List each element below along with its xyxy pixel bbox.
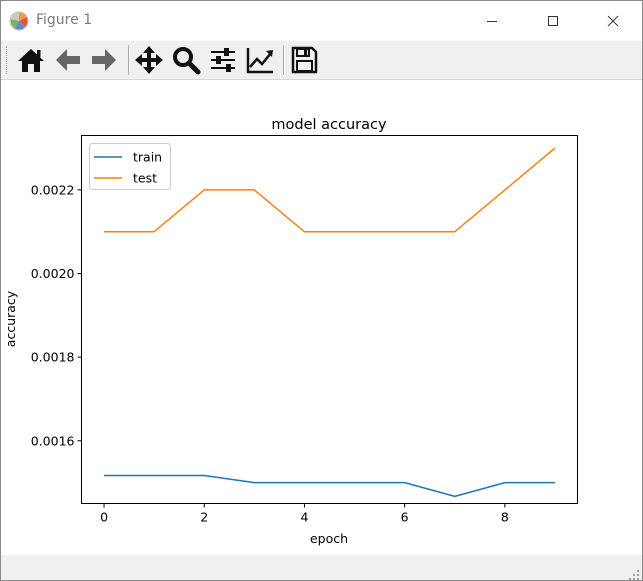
y-tick-label: 0.0020 [31, 266, 75, 281]
navigation-toolbar [1, 41, 642, 80]
toolbar-separator [128, 45, 130, 75]
y-tick-label: 0.0018 [31, 350, 75, 365]
maximize-icon [548, 16, 558, 26]
x-axis-label: epoch [310, 531, 348, 546]
y-tick-label: 0.0016 [31, 433, 75, 448]
legend-label-train: train [133, 150, 162, 165]
legend: train test [89, 143, 171, 190]
figure-canvas[interactable]: 0 2 4 6 8 0.0016 0.0018 0.0020 0.0022 model acc… [1, 80, 642, 555]
forward-button[interactable] [88, 44, 120, 76]
back-button[interactable] [52, 44, 84, 76]
minimize-icon [487, 21, 497, 22]
pan-button[interactable] [133, 44, 165, 76]
arrow-right-icon [92, 49, 116, 71]
matplotlib-logo-icon [9, 11, 29, 31]
save-button[interactable] [288, 44, 320, 76]
resize-grip-icon[interactable] [628, 566, 640, 580]
magnifier-icon [173, 47, 201, 75]
toolbar-grip [6, 46, 9, 74]
accuracy-chart: 0 2 4 6 8 0.0016 0.0018 0.0020 0.0022 model acc… [3, 117, 578, 546]
x-tick-label: 6 [401, 510, 409, 525]
axes-frame [81, 135, 578, 504]
close-icon [607, 15, 619, 27]
x-tick-label: 2 [200, 510, 208, 525]
x-tick-label: 4 [300, 510, 308, 525]
y-tick-label: 0.0022 [31, 182, 75, 197]
legend-label-test: test [133, 171, 157, 186]
zoom-button[interactable] [170, 44, 202, 76]
close-button[interactable] [590, 1, 636, 41]
status-bar [1, 555, 642, 580]
window-title: Figure 1 [36, 12, 93, 28]
home-icon [18, 49, 44, 72]
chart-title: model accuracy [271, 117, 387, 133]
y-axis-label: accuracy [3, 290, 18, 347]
chart-line-icon [246, 48, 273, 74]
series-line-test [104, 147, 556, 233]
x-tick-label: 8 [501, 510, 509, 525]
minimize-button[interactable] [469, 1, 515, 41]
arrow-left-icon [56, 49, 80, 71]
toolbar-separator [283, 45, 285, 75]
home-button[interactable] [15, 44, 47, 76]
subplots-button[interactable] [207, 44, 239, 76]
sliders-icon [211, 48, 235, 72]
move-icon [135, 46, 163, 74]
floppy-disk-icon [291, 46, 318, 74]
x-tick-label: 0 [100, 510, 108, 525]
edit-axes-button[interactable] [244, 44, 276, 76]
maximize-button[interactable] [530, 1, 576, 41]
series-line-train [104, 474, 555, 498]
title-bar[interactable]: Figure 1 [1, 1, 642, 41]
